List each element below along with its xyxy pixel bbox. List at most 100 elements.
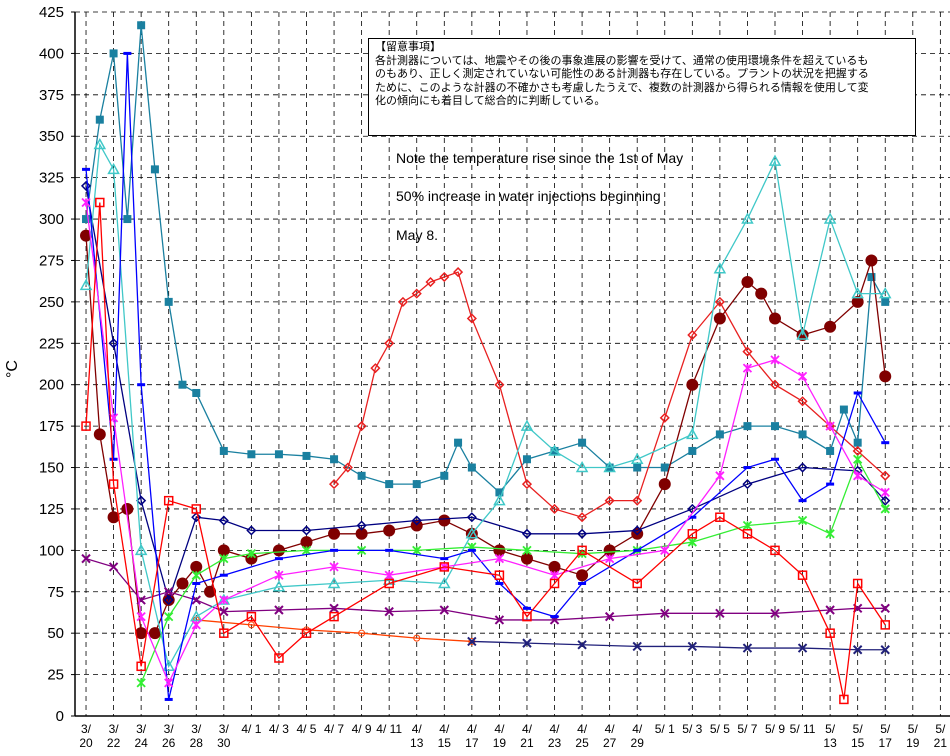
- marker: [150, 165, 159, 174]
- note-line: ために、このような計器の不確かさも考慮したうえで、複数の計測器から得られる情報を…: [375, 81, 869, 94]
- marker: [522, 611, 532, 622]
- marker: [865, 254, 878, 267]
- marker: [107, 511, 120, 524]
- marker: [798, 499, 807, 503]
- series: [80, 180, 891, 606]
- marker: [81, 553, 91, 564]
- marker: [879, 370, 892, 383]
- x-tick-label: 4/ 21: [520, 722, 534, 750]
- marker: [163, 587, 174, 597]
- marker: [93, 428, 106, 441]
- marker: [770, 608, 780, 619]
- marker: [825, 421, 835, 431]
- series: [328, 267, 891, 523]
- marker: [80, 229, 93, 242]
- marker: [453, 267, 464, 278]
- marker: [630, 452, 644, 464]
- x-tick-label: 4/ 3: [268, 722, 289, 736]
- series: [467, 636, 890, 655]
- marker: [95, 197, 105, 208]
- marker: [495, 581, 504, 585]
- marker: [385, 480, 394, 489]
- series-line: [140, 457, 886, 684]
- marker: [274, 653, 284, 663]
- annotation: Note the temperature rise since the 1st …: [396, 150, 684, 166]
- marker: [577, 640, 587, 650]
- marker: [577, 512, 588, 523]
- marker: [466, 313, 477, 324]
- marker: [605, 553, 615, 564]
- marker: [603, 460, 616, 473]
- marker: [123, 215, 132, 224]
- y-axis-label: °C: [3, 360, 21, 378]
- note-line: 化の傾向にも着目して総合的に判断している。: [375, 95, 606, 107]
- marker: [440, 557, 449, 561]
- note-line: 各計測器については、地震やその後の事象進展の影響を受けて、通常の使用環境条件を超…: [375, 54, 869, 67]
- marker: [575, 460, 589, 473]
- marker: [384, 570, 394, 580]
- marker: [715, 430, 724, 439]
- marker: [300, 536, 313, 549]
- marker: [82, 215, 91, 224]
- marker: [330, 548, 339, 552]
- x-tick-label: 5/ 19: [906, 722, 920, 750]
- marker: [880, 504, 890, 514]
- marker: [136, 495, 147, 506]
- marker: [853, 438, 862, 447]
- marker: [357, 471, 366, 480]
- series: [81, 553, 890, 625]
- marker: [274, 605, 284, 615]
- marker: [769, 379, 781, 390]
- x-tick-label: 4/ 25: [575, 722, 589, 750]
- marker: [826, 482, 835, 486]
- y-tick-label: 200: [39, 377, 64, 394]
- marker: [633, 548, 642, 552]
- marker: [219, 606, 229, 617]
- marker: [550, 615, 559, 619]
- marker: [797, 396, 808, 407]
- marker: [219, 573, 228, 577]
- y-tick-label: 300: [39, 211, 64, 228]
- marker: [522, 638, 532, 648]
- marker: [137, 383, 146, 387]
- y-tick-label: 25: [47, 667, 64, 684]
- y-tick-label: 400: [39, 45, 64, 62]
- marker: [771, 422, 779, 431]
- marker: [467, 548, 476, 552]
- marker: [219, 628, 229, 638]
- series-line: [471, 640, 886, 651]
- marker: [495, 488, 504, 497]
- marker: [384, 578, 394, 589]
- marker: [797, 643, 808, 653]
- marker: [742, 529, 753, 539]
- marker: [769, 312, 781, 325]
- marker: [604, 611, 615, 622]
- marker: [247, 450, 256, 459]
- marker: [522, 545, 532, 555]
- marker: [301, 545, 312, 555]
- marker: [328, 527, 341, 540]
- marker: [577, 528, 588, 539]
- y-tick-label: 225: [39, 335, 64, 352]
- marker: [465, 527, 479, 539]
- marker: [164, 611, 174, 622]
- marker: [660, 545, 670, 555]
- marker: [329, 611, 339, 622]
- marker: [686, 378, 699, 391]
- y-tick-label: 175: [39, 418, 64, 435]
- marker: [108, 479, 119, 489]
- marker: [768, 154, 782, 166]
- marker: [548, 444, 561, 456]
- marker: [742, 520, 753, 531]
- marker: [880, 645, 890, 655]
- marker: [881, 297, 890, 306]
- marker: [851, 295, 864, 308]
- marker: [191, 620, 201, 630]
- marker: [823, 212, 837, 224]
- marker: [660, 608, 670, 619]
- marker: [659, 412, 670, 423]
- marker: [867, 273, 876, 282]
- caution-box: 【留意事項】 各計測器については、地震やその後の事象進展の影響を受けて、通常の使用…: [368, 38, 916, 136]
- marker: [714, 296, 725, 307]
